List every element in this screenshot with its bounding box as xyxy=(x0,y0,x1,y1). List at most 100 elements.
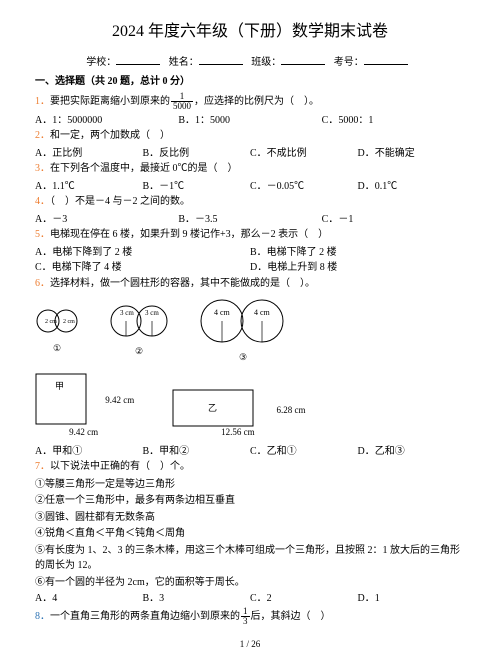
q7-b: B．3 xyxy=(143,591,251,607)
fig3-svg: 4 cm 4 cm xyxy=(199,297,287,345)
svg-text:2 cm: 2 cm xyxy=(45,319,57,325)
q6-num: 6． xyxy=(35,278,50,289)
svg-text:甲: 甲 xyxy=(55,381,64,391)
q4-stem: （ ）不是－4 与－2 之间的数。 xyxy=(50,196,190,207)
q2-a: A．正比例 xyxy=(35,146,143,162)
sq1-h: 9.42 cm xyxy=(105,395,134,405)
q6-choices: A．甲和① B．甲和② C．乙和① D．乙和③ xyxy=(35,444,465,460)
q3-stem: 在下列各个温度中，最接近 0℃的是（ ） xyxy=(50,163,238,174)
q7-s5: ⑤有长度为 1、2、3 的三条木棒，用这三个木棒可组成一个三角形，且按照 2：1… xyxy=(35,543,465,574)
q5-num: 5． xyxy=(35,229,50,240)
q2-c: C．不成比例 xyxy=(250,146,358,162)
q7-num: 7． xyxy=(35,461,50,472)
q7-s1: ①等腰三角形一定是等边三角形 xyxy=(35,477,465,493)
q8-num: 8． xyxy=(35,610,50,621)
q5-choices-1: A．电梯下降到了 2 楼 B．电梯下降了 2 楼 xyxy=(35,245,465,261)
q1-frac: 15000 xyxy=(171,92,193,111)
name-blank xyxy=(199,55,243,65)
page-title: 2024 年度六年级（下册）数学期末试卷 xyxy=(35,20,465,45)
fig2-svg: 3 cm 3 cm xyxy=(109,303,169,339)
q6-b: B．甲和② xyxy=(143,444,251,460)
page-footer: 1 / 26 xyxy=(35,638,465,652)
question-4: 4．（ ）不是－4 与－2 之间的数。 xyxy=(35,194,465,210)
fig2-label: ② xyxy=(109,345,169,359)
q6-a: A．甲和① xyxy=(35,444,143,460)
question-8: 8．一个直角三角形的两条直角边缩小到原来的13后，其斜边（ ） xyxy=(35,607,465,626)
q8-frac: 13 xyxy=(241,607,250,626)
sq2-h: 6.28 cm xyxy=(277,405,306,415)
q6-rect-figures: 甲 9.42 cm 9.42 cm 乙 6.28 cm 12.56 cm xyxy=(35,373,465,440)
q7-s4: ④锐角＜直角＜平角＜钝角＜周角 xyxy=(35,526,465,542)
fig-3: 4 cm 4 cm ③ xyxy=(199,297,287,364)
q1-stem-b: ，应选择的比例尺为（ ）。 xyxy=(194,96,319,107)
svg-text:3 cm: 3 cm xyxy=(120,309,134,317)
q1-a: A．1：5000000 xyxy=(35,113,178,129)
section-1-title: 一、选择题（共 20 题，总计 0 分） xyxy=(35,74,465,90)
sq1-svg: 甲 xyxy=(35,373,101,433)
school-label: 学校： xyxy=(86,55,116,71)
examno-label: 考号： xyxy=(334,55,364,71)
q6-c: C．乙和① xyxy=(250,444,358,460)
fig1-svg: 2 cm 2 cm xyxy=(35,306,79,336)
q1-c: C．5000：1 xyxy=(322,113,465,129)
fig-2: 3 cm 3 cm ② xyxy=(109,303,169,358)
q1-num: 1． xyxy=(35,96,50,107)
school-blank xyxy=(116,55,160,65)
svg-text:2 cm: 2 cm xyxy=(63,319,75,325)
question-6: 6．选择材料，做一个圆柱形的容器，其中不能做成的是（ ）。 xyxy=(35,276,465,292)
square-jia: 甲 9.42 cm 9.42 cm xyxy=(35,373,132,440)
class-blank xyxy=(281,55,325,65)
svg-text:4 cm: 4 cm xyxy=(254,308,271,317)
q4-a: A．－3 xyxy=(35,212,178,228)
question-2: 2．和一定，两个加数成（ ） xyxy=(35,128,465,144)
fig1-label: ① xyxy=(35,342,79,356)
question-3: 3．在下列各个温度中，最接近 0℃的是（ ） xyxy=(35,161,465,177)
q3-c: C．－0.05℃ xyxy=(250,179,358,195)
q7-a: A．4 xyxy=(35,591,143,607)
q1-stem-a: 要把实际距离缩小到原来的 xyxy=(50,96,170,107)
q4-b: B．－3.5 xyxy=(178,212,321,228)
svg-text:4 cm: 4 cm xyxy=(214,308,231,317)
q2-stem: 和一定，两个加数成（ ） xyxy=(50,130,170,141)
fig3-label: ③ xyxy=(199,351,287,365)
svg-text:3 cm: 3 cm xyxy=(145,309,159,317)
q6-stem: 选择材料，做一个圆柱形的容器，其中不能做成的是（ ）。 xyxy=(50,278,315,289)
q5-choices-2: C．电梯下降了 4 楼 D．电梯上升到 8 楼 xyxy=(35,260,465,276)
question-1: 1．要把实际距离缩小到原来的15000，应选择的比例尺为（ ）。 xyxy=(35,92,465,111)
q5-b: B．电梯下降了 2 楼 xyxy=(250,245,465,261)
q5-a: A．电梯下降到了 2 楼 xyxy=(35,245,250,261)
q5-stem: 电梯现在停在 6 楼，如果升到 9 楼记作+3，那么－2 表示（ ） xyxy=(50,229,328,240)
square-yi: 乙 6.28 cm 12.56 cm xyxy=(172,389,303,440)
q4-num: 4． xyxy=(35,196,50,207)
q3-b: B．－1℃ xyxy=(143,179,251,195)
q8-stem-b: 后，其斜边（ ） xyxy=(251,610,331,621)
q4-choices: A．－3 B．－3.5 C．－1 xyxy=(35,212,465,228)
q2-d: D．不能确定 xyxy=(358,146,466,162)
q2-choices: A．正比例 B．反比例 C．不成比例 D．不能确定 xyxy=(35,146,465,162)
q3-d: D．0.1℃ xyxy=(358,179,466,195)
q2-num: 2． xyxy=(35,130,50,141)
q6-d: D．乙和③ xyxy=(358,444,466,460)
fig-1: 2 cm 2 cm ① xyxy=(35,306,79,355)
q8-stem-a: 一个直角三角形的两条直角边缩小到原来的 xyxy=(50,610,240,621)
question-7: 7．以下说法中正确的有（ ）个。 xyxy=(35,459,465,475)
q5-c: C．电梯下降了 4 楼 xyxy=(35,260,250,276)
class-label: 班级： xyxy=(251,55,281,71)
q2-b: B．反比例 xyxy=(143,146,251,162)
svg-text:乙: 乙 xyxy=(208,403,217,413)
q7-d: D．1 xyxy=(358,591,466,607)
question-5: 5．电梯现在停在 6 楼，如果升到 9 楼记作+3，那么－2 表示（ ） xyxy=(35,227,465,243)
info-line: 学校： 姓名： 班级： 考号： xyxy=(35,55,465,71)
examno-blank xyxy=(364,55,408,65)
q1-b: B．1：5000 xyxy=(178,113,321,129)
q7-s6: ⑥有一个圆的半径为 2cm，它的面积等于周长。 xyxy=(35,575,465,591)
q3-num: 3． xyxy=(35,163,50,174)
q5-d: D．电梯上升到 8 楼 xyxy=(250,260,465,276)
q3-choices: A．1.1℃ B．－1℃ C．－0.05℃ D．0.1℃ xyxy=(35,179,465,195)
name-label: 姓名： xyxy=(169,55,199,71)
q1-choices: A．1：5000000 B．1：5000 C．5000：1 xyxy=(35,113,465,129)
q7-s3: ③圆锥、圆柱都有无数条高 xyxy=(35,510,465,526)
q4-c: C．－1 xyxy=(322,212,465,228)
q6-circle-figures: 2 cm 2 cm ① 3 cm 3 cm ② 4 cm 4 cm ③ xyxy=(35,297,465,364)
q7-s2: ②任意一个三角形中，最多有两条边相互垂直 xyxy=(35,493,465,509)
